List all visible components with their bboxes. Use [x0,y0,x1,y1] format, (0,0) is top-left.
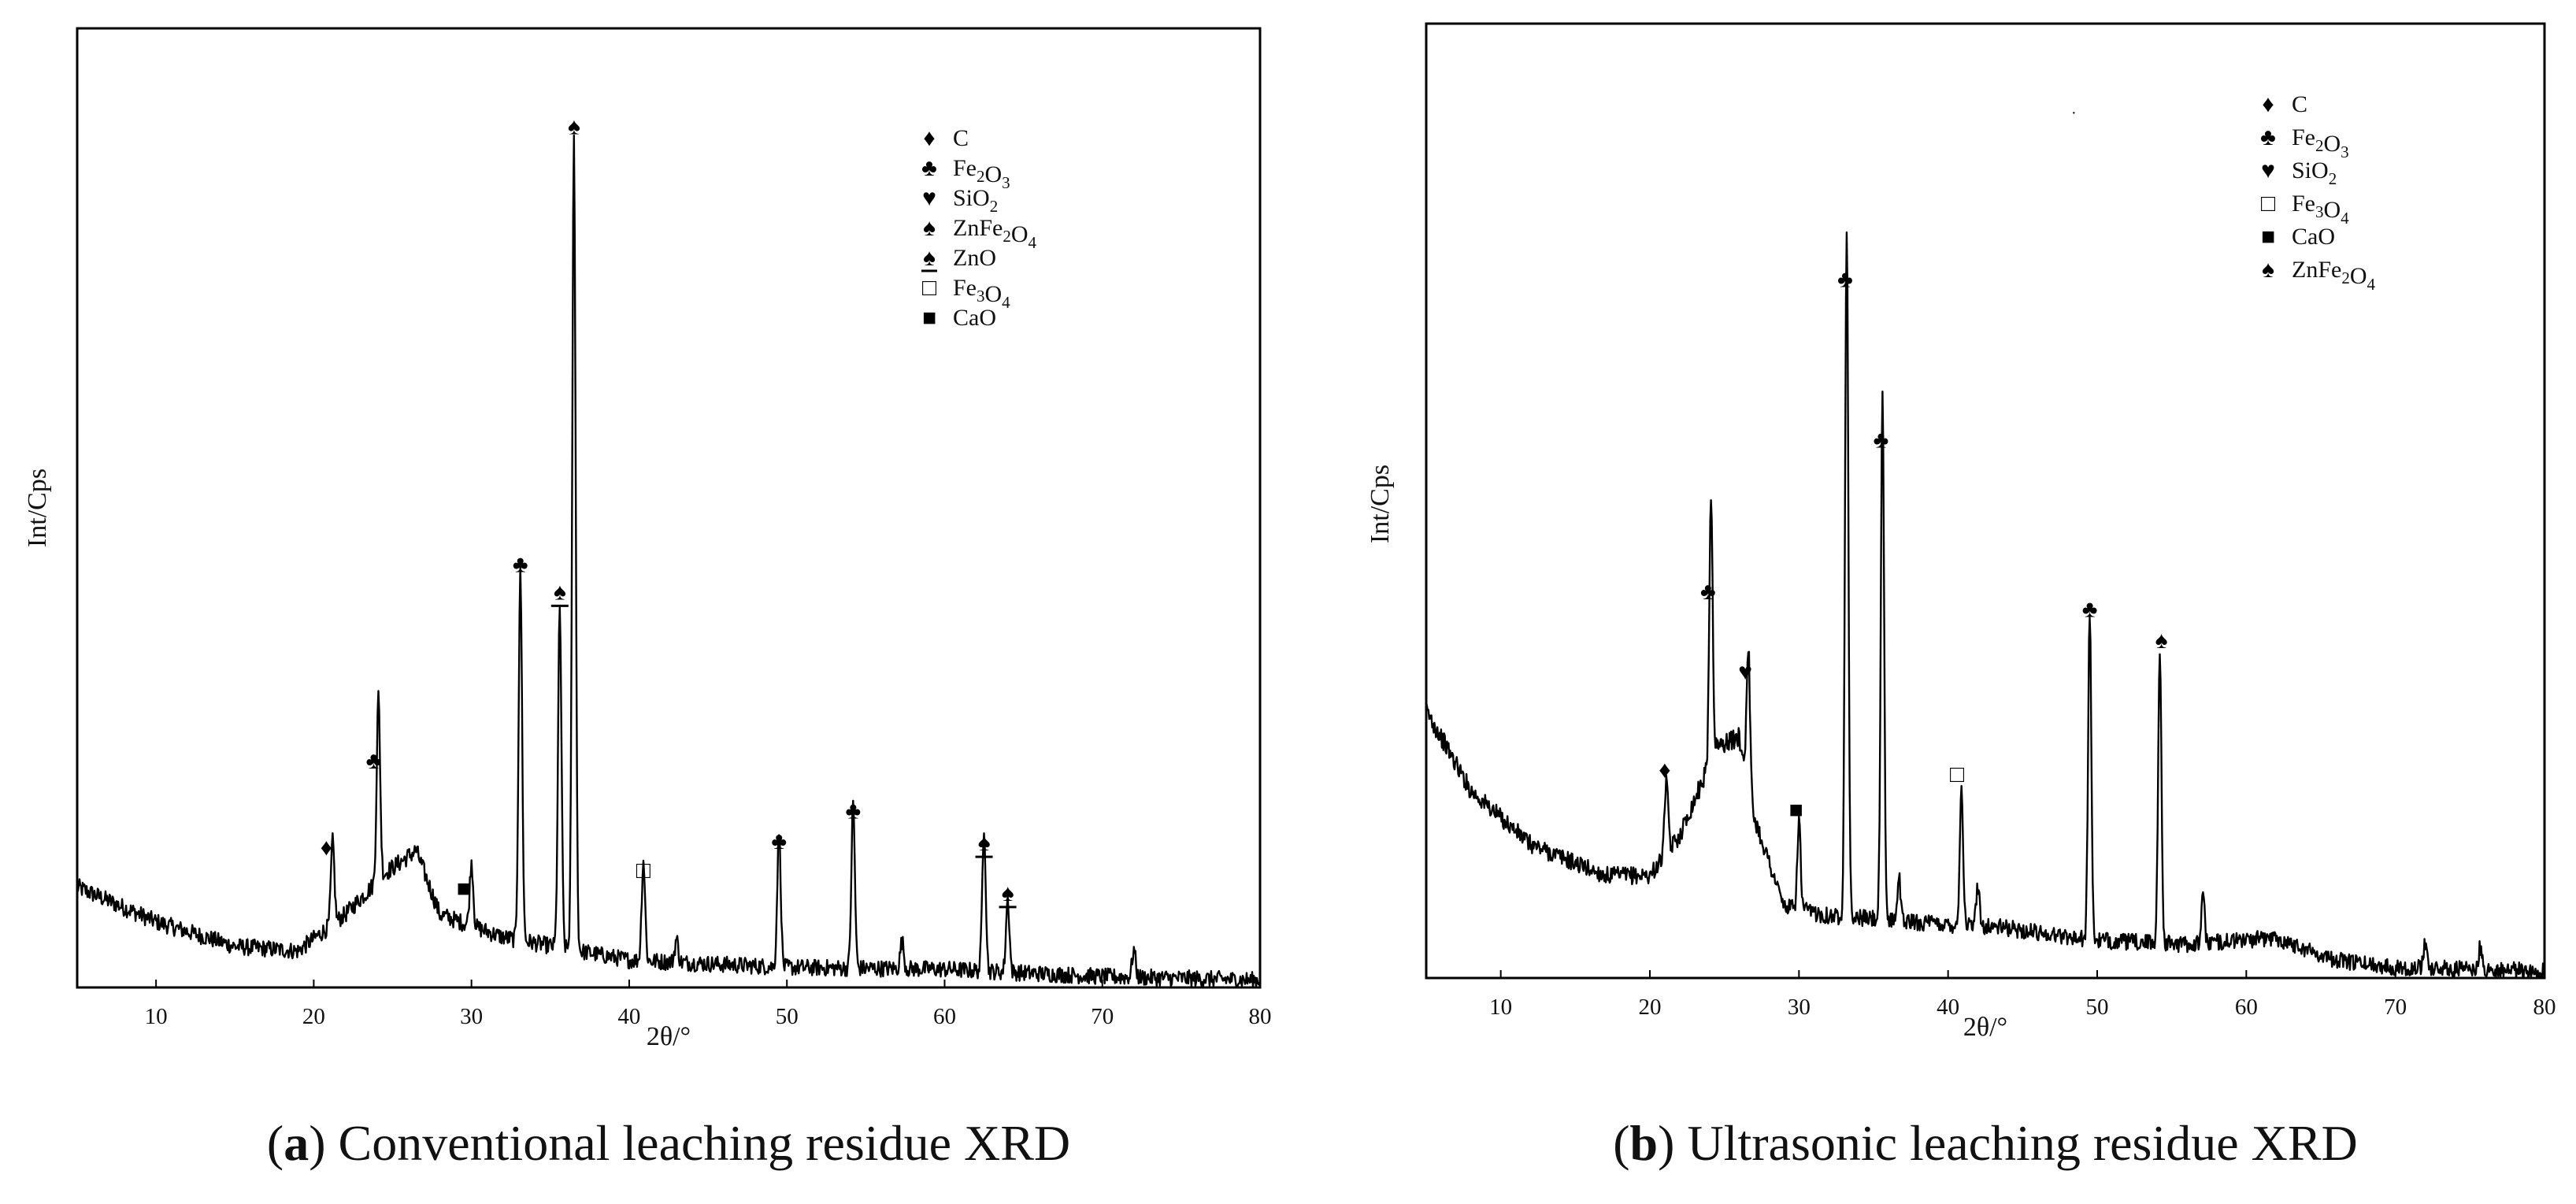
legend-symbol-club: ♣ [2260,124,2276,150]
legend-label: CaO [2292,224,2335,250]
peak-marker-club: ♣ [513,552,528,578]
peak-marker-club: ♣ [845,798,861,824]
x-tick-label: 40 [1937,995,1959,1020]
legend-label: C [953,125,969,151]
y-axis-title: Int/Cps [1366,465,1395,543]
x-tick-label: 40 [617,1004,640,1029]
peak-marker-spade: ♠ [2155,628,2167,654]
peak-marker-club: ♣ [1700,579,1716,605]
peak-marker-spade: ♠ [568,113,580,139]
panel-b: 10 20 30 40 50 60 70 80 ♦ ♣ ♥ ■ ♣ ♣ □ ♣ ♠ ♦ C ♣ Fe2O3 ♥ SiO2… [1366,22,2556,1171]
legend-symbol-heart: ♥ [922,185,936,211]
xrd-trace [76,134,1261,989]
legend: ♦ C ♣ Fe2O3 ♥ SiO2 ♠ ZnFe2O4 ♠ ZnO □ Fe3O4 ■ CaO [921,125,1037,331]
x-tick-label: 10 [1489,995,1512,1020]
legend-symbol-filled-square: ■ [2261,224,2275,250]
panel-caption: (a) Conventional leaching residue XRD [267,1115,1070,1171]
panel-a: 10 20 30 40 50 60 70 80 ♦ ♣ ■ ♣ ♠ ♠ □ ♣ ♣ ♠ ♠ ♦ C ♣ Fe2O3 ♥ Si… [23,27,1272,1171]
x-axis-tick-labels: 10 20 30 40 50 60 70 80 [1489,995,2556,1020]
peak-marker-club: ♣ [366,748,382,774]
peak-marker-club: ♣ [771,828,787,854]
x-axis-title: 2θ/° [1963,1013,2007,1042]
peak-marker-heart: ♥ [1738,659,1752,685]
panel-caption: (b) Ultrasonic leaching residue XRD [1613,1115,2358,1171]
plot-frame [76,27,1262,989]
x-tick-label: 80 [1249,1004,1272,1029]
peak-marker-spade-bar: ♠ [554,579,566,605]
peak-marker-open-square: □ [636,858,651,884]
legend-symbol-spade: ♠ [923,215,936,241]
peak-marker-open-square: □ [1950,761,1965,787]
peak-marker-spade-bar: ♠ [1002,880,1014,906]
legend: ♦ C ♣ Fe2O3 ♥ SiO2 □ Fe3O4 ■ CaO ♠ ZnFe2O4 [2260,91,2375,294]
legend-symbol-diamond: ♦ [923,125,935,151]
peak-marker-diamond: ♦ [1659,757,1670,783]
legend-label: CaO [953,305,996,331]
legend-label: SiO2 [953,185,998,216]
legend-label: Fe2O3 [2292,124,2349,161]
x-tick-label: 50 [2086,995,2109,1020]
legend-label: Fe2O3 [953,155,1010,192]
legend-symbol-open-square: □ [2261,191,2276,217]
peak-marker-club: ♣ [1837,267,1853,293]
peak-marker-club: ♣ [2082,597,2098,623]
y-axis-title: Int/Cps [23,469,52,547]
x-tick-label: 30 [460,1004,483,1029]
legend-label: ZnO [953,245,996,271]
x-tick-label: 10 [145,1004,168,1029]
legend-symbol-open-square: □ [922,275,937,301]
x-tick-label: 60 [933,1004,956,1029]
x-axis-ticks [155,980,1261,987]
x-tick-label: 70 [2384,995,2407,1020]
legend-label: ZnFe2O4 [2292,257,2376,294]
peak-marker-spade-bar: ♠ [978,830,991,856]
legend-label: C [2292,91,2307,117]
x-tick-label: 50 [776,1004,799,1029]
x-tick-label: 60 [2235,995,2258,1020]
legend-label: SiO2 [2292,157,2337,188]
legend-symbol-spade: ♠ [2262,257,2274,283]
phase-markers: ♦ ♣ ♥ ■ ♣ ♣ □ ♣ ♠ [1659,267,2167,824]
legend-label: Fe3O4 [953,275,1010,312]
legend-label: Fe3O4 [2292,191,2349,228]
legend-symbol-spade-bar: ♠ [923,245,936,271]
x-axis-title: 2θ/° [647,1022,691,1051]
peak-marker-filled-square: ■ [457,876,471,902]
x-tick-label: 20 [302,1004,325,1029]
legend-symbol-filled-square: ■ [922,305,936,331]
x-tick-label: 70 [1091,1004,1114,1029]
peak-marker-filled-square: ■ [1788,797,1803,823]
legend-symbol-club: ♣ [921,155,937,181]
x-tick-label: 20 [1639,995,1662,1020]
x-axis-tick-labels: 10 20 30 40 50 60 70 80 [145,1004,1272,1029]
x-tick-label: 30 [1788,995,1811,1020]
peak-marker-diamond: ♦ [321,835,332,861]
xrd-trace [1425,231,2546,980]
caption-text: Ultrasonic leaching residue XRD [1687,1115,2357,1171]
x-tick-label: 80 [2533,995,2556,1020]
legend-symbol-diamond: ♦ [2262,91,2274,117]
peak-marker-club: ♣ [1874,427,1889,453]
plot-frame [1425,22,2546,980]
caption-letter: a [284,1115,309,1171]
legend-label: ZnFe2O4 [953,215,1037,252]
phase-markers: ♦ ♣ ■ ♣ ♠ ♠ □ ♣ ♣ ♠ ♠ [321,113,1017,909]
legend-symbol-heart: ♥ [2261,157,2275,183]
caption-text: Conventional leaching residue XRD [339,1115,1071,1171]
caption-letter: b [1630,1115,1659,1171]
stray-dot: · [2071,105,2077,122]
